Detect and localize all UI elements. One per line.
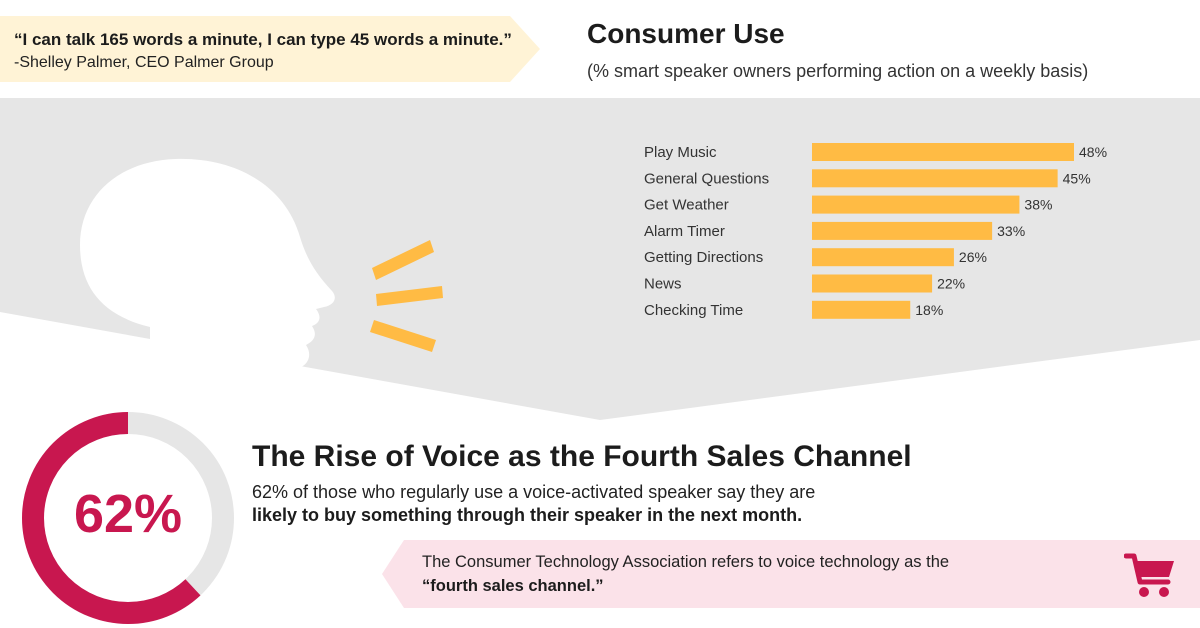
bar <box>812 300 911 319</box>
category-label: Get Weather <box>644 197 729 214</box>
callout-line2: “fourth sales channel.” <box>422 577 604 595</box>
category-label: Play Music <box>644 144 717 161</box>
value-label: 45% <box>1063 170 1091 186</box>
stat-description-line2: likely to buy something through their sp… <box>252 505 803 525</box>
value-label: 48% <box>1079 144 1107 160</box>
consumer-use-bar-chart: Play Music 48% General Questions 45% Get Wea… <box>644 143 1107 319</box>
value-label: 22% <box>937 276 965 292</box>
bar <box>812 169 1058 188</box>
shopping-cart-icon <box>1124 553 1174 597</box>
chart-title: Consumer Use <box>587 18 785 49</box>
category-label: Alarm Timer <box>644 223 725 240</box>
category-label: News <box>644 276 682 293</box>
value-label: 18% <box>915 302 943 318</box>
value-label: 38% <box>1024 197 1052 213</box>
category-label: Checking Time <box>644 302 743 319</box>
bar <box>812 221 993 240</box>
value-label: 26% <box>959 249 987 265</box>
category-label: General Questions <box>644 170 769 187</box>
bar <box>812 248 954 267</box>
bar <box>812 274 933 293</box>
stat-donut: 62% <box>22 412 234 624</box>
stat-description-line1: 62% of those who regularly use a voice-a… <box>252 482 816 502</box>
bar <box>812 143 1074 161</box>
value-label: 33% <box>997 223 1025 239</box>
callout-line1: The Consumer Technology Association refe… <box>422 553 950 571</box>
voice-waves-icon <box>370 240 443 352</box>
bar <box>812 195 1020 214</box>
donut-arc <box>22 412 234 624</box>
callout-banner: The Consumer Technology Association refe… <box>382 540 1200 608</box>
quote-text: “I can talk 165 words a minute, I can ty… <box>14 30 512 49</box>
section-title: The Rise of Voice as the Fourth Sales Ch… <box>252 440 912 473</box>
chart-subtitle: (% smart speaker owners performing actio… <box>587 61 1089 81</box>
category-label: Getting Directions <box>644 249 763 266</box>
quote-banner: “I can talk 165 words a minute, I can ty… <box>0 16 540 82</box>
quote-attribution: -Shelley Palmer, CEO Palmer Group <box>14 54 274 71</box>
donut-label: 62% <box>74 484 182 544</box>
speaking-head-icon <box>80 158 335 415</box>
